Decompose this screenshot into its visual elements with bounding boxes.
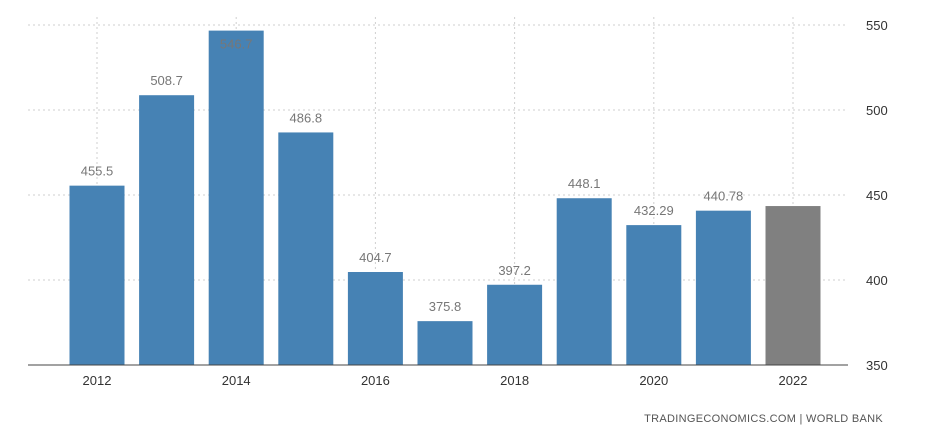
data-label-2014: 546.7 [220,37,253,52]
data-labels: 455.5 508.7 546.7 486.8 404.7 375.8 397.2 448.1… [81,37,744,315]
bars [69,30,821,366]
x-tick-label: 2016 [361,373,390,388]
y-tick-label: 450 [866,188,888,203]
bar-2018 [487,284,543,365]
bar-2016 [347,272,403,365]
x-tick-label: 2020 [639,373,668,388]
x-tick-label: 2012 [83,373,112,388]
bar-2022 [765,206,821,365]
y-tick-label: 400 [866,273,888,288]
bar-2017 [417,321,473,365]
data-label-2019: 448.1 [568,176,601,191]
data-label-2012: 455.5 [81,164,114,179]
data-label-2017: 375.8 [429,299,462,314]
y-tick-label: 550 [866,18,888,33]
data-label-2015: 486.8 [290,110,323,125]
bar-2021 [695,210,751,365]
y-axis: 350 400 450 500 550 [866,18,888,373]
bar-2012 [69,185,125,365]
x-tick-label: 2014 [222,373,251,388]
bar-2019 [556,198,612,365]
bar-2020 [626,225,682,365]
x-tick-label: 2022 [779,373,808,388]
x-tick-label: 2018 [500,373,529,388]
source-credit: TRADINGECONOMICS.COM | WORLD BANK [644,413,883,425]
data-label-2020: 432.29 [634,203,674,218]
bar-2013 [139,95,195,366]
y-tick-label: 350 [866,358,888,373]
data-label-2018: 397.2 [498,263,531,278]
x-axis: 2012 2014 2016 2018 2020 2022 [28,364,848,388]
y-tick-label: 500 [866,103,888,118]
bar-2015 [278,132,334,365]
data-label-2013: 508.7 [150,73,183,88]
bar-2014 [208,30,264,366]
data-label-2016: 404.7 [359,250,392,265]
data-label-2021: 440.78 [704,189,744,204]
